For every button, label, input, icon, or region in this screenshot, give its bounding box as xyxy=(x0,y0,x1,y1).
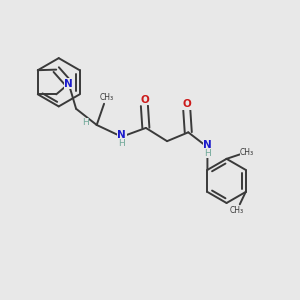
Text: H: H xyxy=(204,149,211,158)
Text: O: O xyxy=(182,99,191,110)
Text: H: H xyxy=(82,118,89,127)
Text: N: N xyxy=(117,130,126,140)
Text: CH₃: CH₃ xyxy=(230,206,244,215)
Text: CH₃: CH₃ xyxy=(240,148,254,157)
Text: O: O xyxy=(140,95,149,105)
Text: N: N xyxy=(203,140,212,150)
Text: H: H xyxy=(118,139,125,148)
Text: N: N xyxy=(64,79,73,89)
Text: CH₃: CH₃ xyxy=(100,93,114,102)
